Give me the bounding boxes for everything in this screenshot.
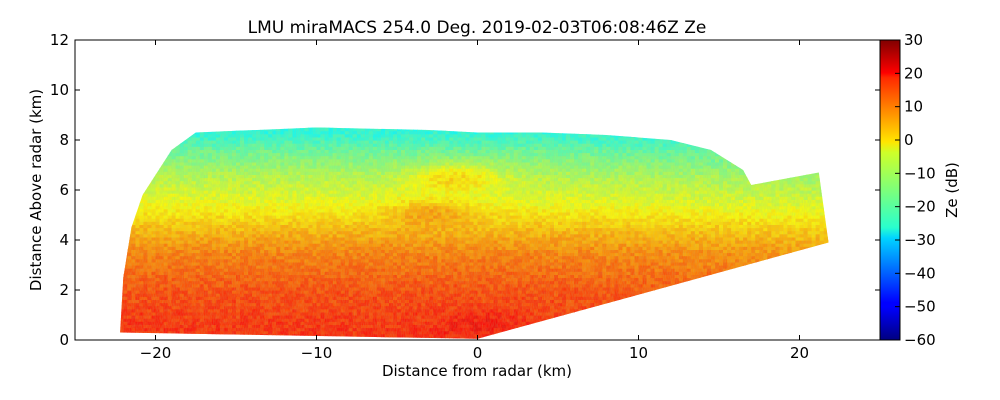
chart-title: LMU miraMACS 254.0 Deg. 2019-02-03T06:08… [248, 18, 707, 38]
plot-area [75, 40, 880, 340]
